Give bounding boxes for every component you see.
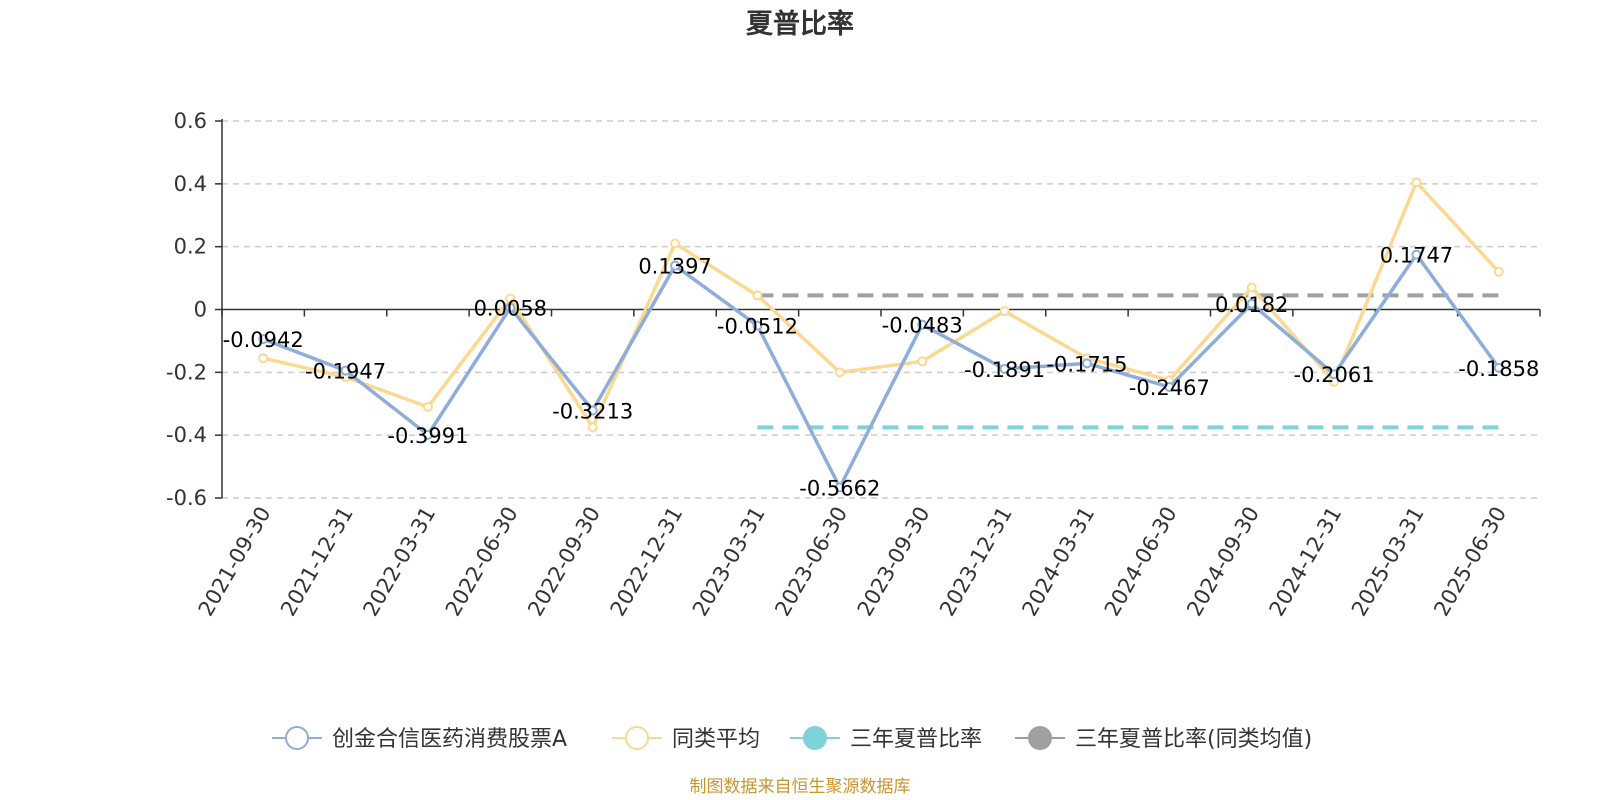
data-label: -0.1715	[1046, 352, 1127, 376]
legend-item[interactable]: 三年夏普比率(同类均值)	[1015, 726, 1312, 752]
series-lines	[258, 177, 1504, 493]
data-point	[917, 319, 928, 330]
data-label: -0.0942	[223, 328, 304, 352]
data-point	[422, 429, 433, 440]
x-tick-label: 2021-09-30	[194, 503, 276, 621]
legend-label: 同类平均	[672, 727, 760, 752]
y-tick-label: -0.6	[166, 486, 207, 510]
x-tick-label: 2023-09-30	[853, 503, 935, 621]
data-point	[1329, 369, 1340, 380]
data-point	[670, 238, 681, 249]
x-tick-label: 2022-06-30	[441, 503, 523, 621]
x-tick-label: 2021-12-31	[276, 503, 358, 621]
y-tick-label: -0.4	[166, 423, 207, 447]
y-tick-label: 0.6	[174, 109, 207, 133]
y-tick-label: 0.4	[174, 172, 207, 196]
data-point	[1246, 298, 1257, 309]
data-point	[258, 334, 269, 345]
y-axis: 0.6 0.4 0.2 0 -0.2 -0.4 -0.6	[166, 109, 223, 510]
series-line	[262, 180, 1501, 430]
data-point	[258, 353, 269, 364]
data-label: -0.5662	[799, 476, 880, 500]
legend-item[interactable]: 创金合信医药消费股票A	[272, 726, 567, 752]
data-labels: -0.0942-0.1947 -0.3991 0.0058 -0.3213 0.1397…	[223, 244, 1540, 501]
data-point	[670, 260, 681, 271]
data-point	[1493, 266, 1504, 277]
data-point	[999, 306, 1010, 317]
data-label: -0.2061	[1294, 363, 1375, 387]
x-tick-label: 2022-12-31	[606, 503, 688, 621]
x-tick-label: 2024-09-30	[1182, 503, 1264, 621]
data-label: -0.1947	[305, 360, 386, 384]
data-label: 0.0058	[474, 297, 547, 321]
data-label: -0.0512	[717, 315, 798, 339]
data-point	[1493, 362, 1504, 373]
data-point	[340, 365, 351, 376]
data-point	[999, 363, 1010, 374]
legend-marker	[285, 726, 309, 750]
data-label: -0.3213	[552, 399, 633, 423]
legend[interactable]: 创金合信医药消费股票A 同类平均 三年夏普比率 三年夏普比率(同类均值)	[272, 726, 1312, 752]
data-point	[1246, 282, 1257, 293]
data-label: 0.0182	[1215, 293, 1288, 317]
legend-label: 三年夏普比率	[850, 727, 982, 752]
x-tick-label: 2024-12-31	[1265, 503, 1347, 621]
data-label: 0.1397	[638, 255, 711, 279]
y-tick-label: -0.2	[166, 360, 207, 384]
x-tick-label: 2025-03-31	[1347, 503, 1429, 621]
data-point	[1411, 249, 1422, 260]
data-label: -0.1858	[1458, 357, 1539, 381]
chart-title: 夏普比率	[746, 8, 854, 40]
x-tick-label: 2023-12-31	[935, 503, 1017, 621]
x-tick-label: 2024-06-30	[1100, 503, 1182, 621]
data-point	[587, 405, 598, 416]
data-point	[834, 482, 845, 493]
x-tick-label: 2025-06-30	[1429, 503, 1511, 621]
y-tick-label: 0	[194, 298, 207, 322]
x-axis: 2021-09-30 2021-12-31 2022-03-31 2022-06-30…	[194, 308, 1541, 621]
data-point	[422, 401, 433, 412]
data-point	[1411, 177, 1422, 188]
data-point	[917, 356, 928, 367]
data-label: -0.2467	[1129, 376, 1210, 400]
data-label: -0.1891	[964, 358, 1045, 382]
data-point	[505, 293, 516, 304]
legend-label: 创金合信医药消费股票A	[332, 727, 567, 752]
data-point	[1081, 358, 1092, 369]
legend-marker	[803, 726, 827, 750]
legend-item[interactable]: 同类平均	[612, 726, 760, 752]
series-line	[262, 252, 1501, 490]
data-label: -0.0483	[882, 314, 963, 338]
data-point	[752, 320, 763, 331]
x-tick-label: 2024-03-31	[1017, 503, 1099, 621]
data-label: -0.3991	[387, 424, 468, 448]
x-tick-label: 2022-03-31	[358, 503, 440, 621]
legend-marker	[1028, 726, 1052, 750]
data-point	[505, 302, 516, 313]
data-point	[1164, 382, 1175, 393]
y-tick-label: 0.2	[174, 235, 207, 259]
legend-marker	[625, 726, 649, 750]
x-tick-label: 2022-09-30	[523, 503, 605, 621]
x-tick-label: 2023-06-30	[770, 503, 852, 621]
source-note: 制图数据来自恒生聚源数据库	[690, 777, 911, 797]
data-point	[834, 367, 845, 378]
data-point	[587, 422, 598, 433]
data-label: 0.1747	[1380, 244, 1453, 268]
legend-label: 三年夏普比率(同类均值)	[1075, 727, 1312, 752]
legend-item[interactable]: 三年夏普比率	[790, 726, 982, 752]
data-point	[752, 290, 763, 301]
x-tick-label: 2023-03-31	[688, 503, 770, 621]
